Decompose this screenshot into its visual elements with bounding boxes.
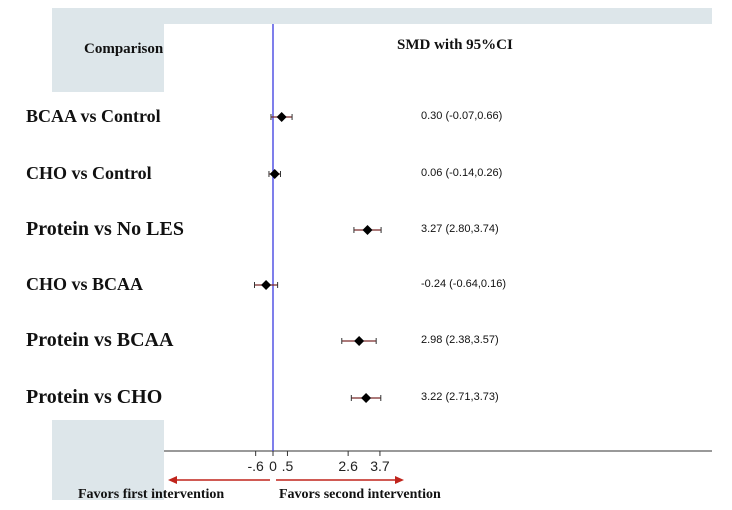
smd-ci-value: 0.06 (-0.14,0.26) — [421, 167, 503, 179]
panel-background-top — [52, 8, 712, 24]
favors-first-label: Favors first intervention — [78, 487, 225, 502]
comparison-label: Protein vs CHO — [26, 385, 163, 408]
smd-ci-value: 0.30 (-0.07,0.66) — [421, 110, 503, 122]
smd-ci-value: 2.98 (2.38,3.57) — [421, 334, 499, 346]
point-estimate-diamond — [361, 393, 372, 403]
favors-first-arrow — [168, 476, 270, 484]
panel-background-left-bottom — [52, 420, 164, 500]
estimate-row-5 — [341, 336, 377, 346]
estimate-row-2 — [268, 169, 282, 179]
estimate-row-1 — [270, 112, 293, 122]
x-tick-label: 2.6 — [338, 458, 358, 474]
x-tick-label: 0 — [269, 458, 277, 474]
estimate-row-4 — [254, 280, 279, 290]
favors-second-label: Favors second intervention — [279, 487, 441, 502]
favors-second-arrow — [276, 476, 404, 484]
point-estimate-diamond — [354, 336, 365, 346]
smd-header: SMD with 95%CI — [397, 37, 513, 53]
comparison-label: CHO vs Control — [26, 162, 152, 183]
comparison-label: Protein vs No LES — [26, 217, 184, 240]
comparison-header: Comparison — [84, 41, 164, 57]
smd-ci-value: 3.27 (2.80,3.74) — [421, 223, 499, 235]
smd-ci-value: -0.24 (-0.64,0.16) — [421, 278, 506, 290]
comparison-label: BCAA vs Control — [26, 105, 161, 126]
comparison-label: Protein vs BCAA — [26, 328, 174, 351]
x-tick-label: 3.7 — [370, 458, 390, 474]
x-tick-label: .5 — [281, 458, 294, 474]
point-estimate-diamond — [261, 280, 272, 290]
estimate-row-6 — [350, 393, 382, 403]
estimate-row-3 — [353, 225, 382, 235]
point-estimate-diamond — [276, 112, 287, 122]
smd-ci-value: 3.22 (2.71,3.73) — [421, 391, 499, 403]
x-tick-label: -.6 — [247, 458, 264, 474]
point-estimate-diamond — [269, 169, 280, 179]
point-estimate-diamond — [362, 225, 373, 235]
comparison-label: CHO vs BCAA — [26, 273, 144, 294]
panel-background-left-top — [52, 8, 164, 92]
